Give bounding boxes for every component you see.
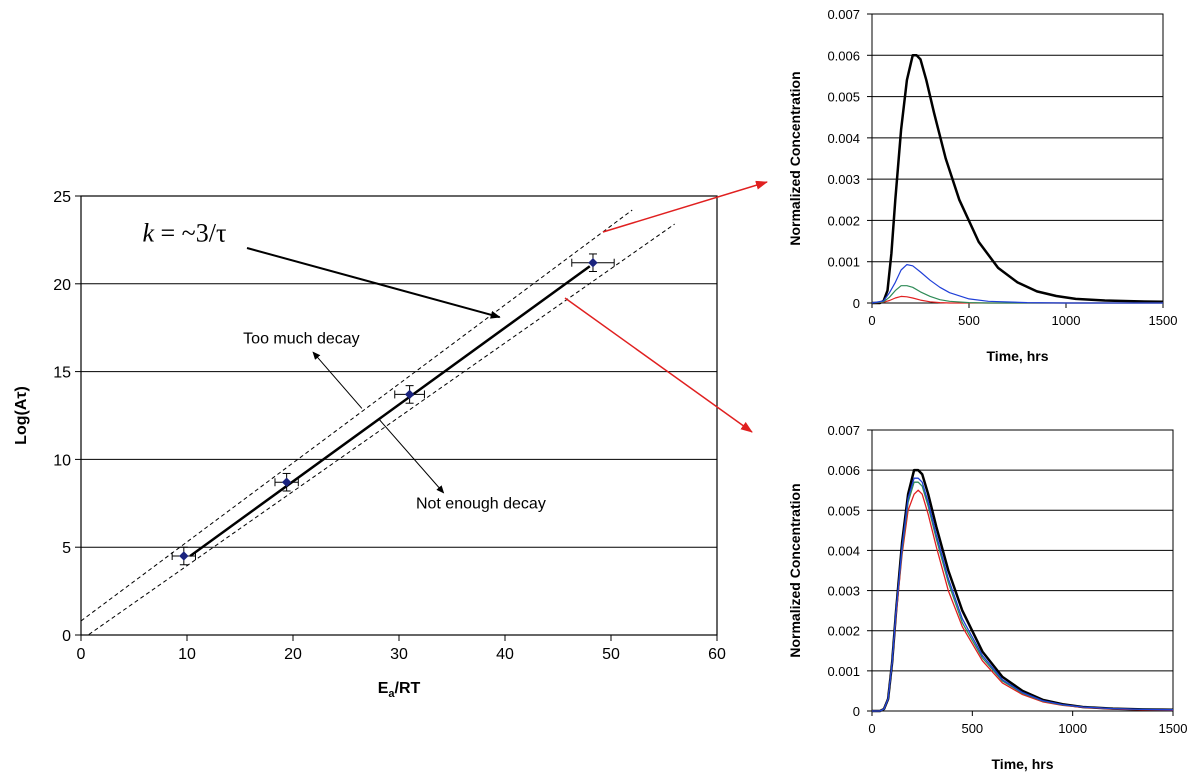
y-tick-label: 0.001	[827, 255, 860, 270]
y-tick-label: 0.003	[827, 584, 860, 599]
series-line	[871, 285, 1163, 304]
decay-arrow	[378, 418, 445, 494]
x-tick-label: 1000	[1058, 721, 1087, 736]
y-tick-label: 0.007	[827, 7, 860, 22]
plot-frame	[80, 195, 718, 636]
y-tick-label: 5	[62, 540, 71, 557]
x-axis-title: Time, hrs	[992, 756, 1054, 772]
connector-arrow-bottom	[564, 297, 753, 433]
y-tick-label: 0.005	[827, 90, 860, 105]
y-tick-label: 15	[53, 365, 71, 382]
y-tick-label: 0.001	[827, 664, 860, 679]
too-much-decay-label: Too much decay	[243, 331, 360, 348]
x-tick-label: 0	[868, 721, 875, 736]
y-tick-label: 0.002	[827, 624, 860, 639]
data-point	[588, 258, 598, 268]
x-tick-label: 20	[284, 646, 302, 663]
data-point	[281, 477, 292, 487]
series-line	[871, 295, 1163, 304]
x-tick-label: 500	[958, 313, 980, 328]
y-tick-label: 0.003	[827, 172, 860, 187]
y-tick-label: 0.004	[827, 543, 860, 558]
y-tick-label: 0.006	[827, 463, 860, 478]
connector-arrows	[564, 180, 768, 433]
x-tick-label: 60	[708, 646, 726, 663]
plot-frame	[871, 429, 1174, 712]
x-tick-label: 0	[868, 313, 875, 328]
y-tick-label: 25	[53, 189, 71, 206]
y-tick-label: 0.004	[827, 131, 860, 146]
data-point	[179, 551, 189, 561]
x-axis-title: Time, hrs	[987, 348, 1049, 364]
y-tick-label: 0.005	[827, 503, 860, 518]
series-line	[872, 54, 1164, 305]
x-tick-label: 1500	[1149, 313, 1178, 328]
main-chart: 0 5 10 15 20 25 0 10 20 30 40 50 60 k = ~3/τ Too much …	[13, 189, 726, 700]
y-tick-label: 0.006	[827, 48, 860, 63]
x-tick-label: 30	[390, 646, 408, 663]
fit-line	[189, 265, 591, 557]
y-axis-title: Normalized Concentration	[787, 71, 803, 245]
series-line	[872, 477, 1174, 712]
y-tick-label: 0.007	[827, 423, 860, 438]
series-line	[872, 489, 1174, 712]
y-tick-label: 10	[53, 452, 71, 469]
y-tick-label: 0.002	[827, 213, 860, 228]
dashed-bound-line	[87, 223, 675, 635]
not-enough-decay-label: Not enough decay	[416, 496, 546, 513]
x-axis-title: Ea/RT	[378, 680, 421, 700]
y-tick-label: 0	[62, 628, 71, 645]
x-tick-label: 10	[178, 646, 196, 663]
plot-frame	[871, 13, 1164, 304]
top-right-chart: 0 0.001 0.002 0.003 0.004 0.005 0.006 0.007 0 500…	[787, 7, 1177, 364]
x-tick-label: 0	[77, 646, 86, 663]
x-tick-label: 1000	[1052, 313, 1081, 328]
y-tick-label: 0	[853, 704, 860, 719]
y-tick-label: 0	[853, 296, 860, 311]
series-line	[872, 481, 1174, 712]
decay-arrow	[312, 351, 363, 409]
data-point	[404, 389, 415, 400]
dashed-bound-line	[81, 209, 633, 622]
x-tick-label: 1500	[1159, 721, 1188, 736]
y-axis-title: Normalized Concentration	[787, 483, 803, 657]
y-tick-label: 20	[53, 277, 71, 294]
x-tick-label: 50	[602, 646, 620, 663]
connector-arrow-top	[602, 180, 768, 233]
y-axis-title: Log(Aτ)	[13, 386, 30, 445]
x-tick-label: 40	[496, 646, 514, 663]
x-tick-label: 500	[961, 721, 983, 736]
series-line	[871, 264, 1163, 304]
bottom-right-chart: 0 0.001 0.002 0.003 0.004 0.005 0.006 0.007 0 500…	[787, 423, 1187, 772]
k-annotation: k = ~3/τ	[142, 219, 226, 248]
k-arrow	[246, 247, 501, 319]
